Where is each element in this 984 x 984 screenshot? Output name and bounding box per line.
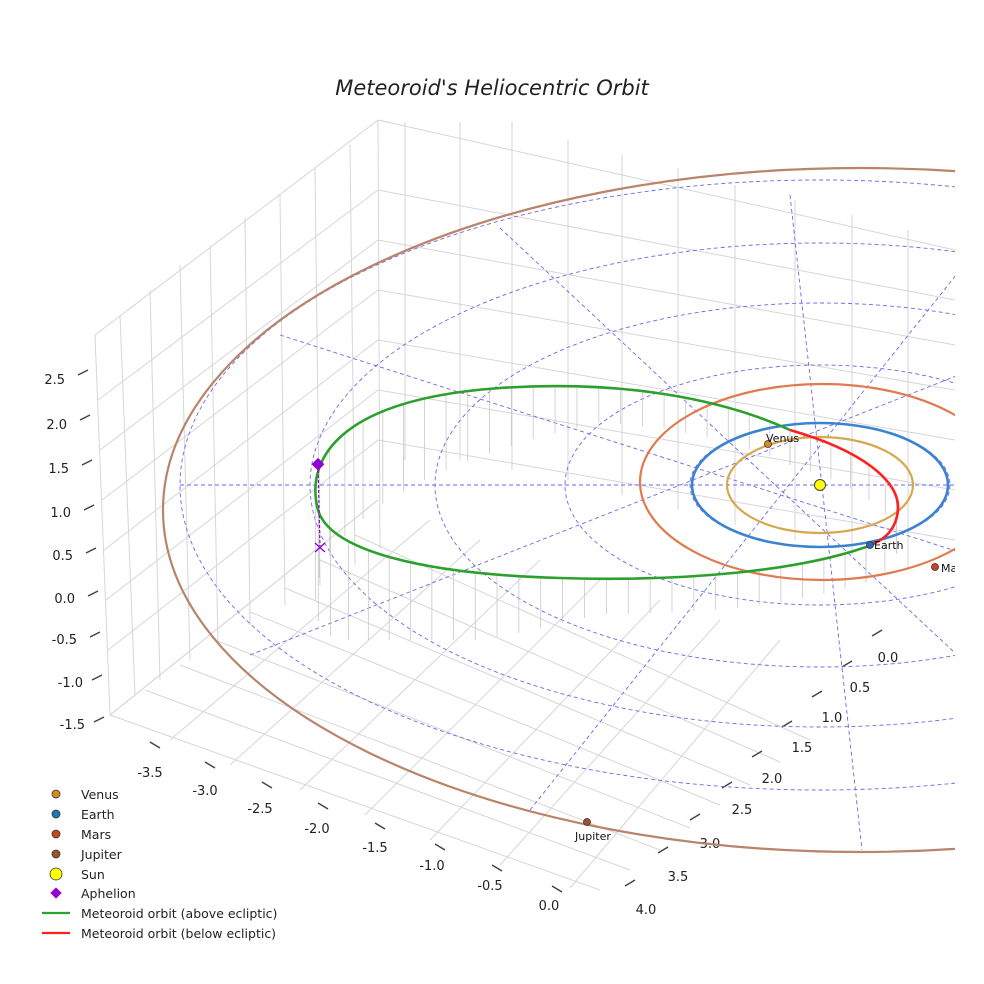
z-tick-label: 0.0	[54, 592, 75, 607]
legend-venus-marker	[51, 789, 61, 799]
jupiter-label: Jupiter	[574, 830, 611, 843]
legend-mars-marker	[51, 829, 61, 839]
aphelion-drop-line	[317, 464, 321, 547]
y-tick-label: 4.0	[636, 903, 657, 918]
z-tick-label: 2.5	[44, 373, 65, 388]
y-tick-label: 0.0	[878, 651, 899, 666]
ecliptic-grid	[179, 179, 955, 851]
z-tick-label: 1.0	[50, 506, 71, 521]
z-axis: 2.5 2.0 1.5 1.0 0.5 0.0 -0.5 -1.0 -1.5	[44, 369, 105, 733]
legend-jupiter-label: Jupiter	[80, 847, 123, 862]
aphelion-projection-cross	[314, 542, 326, 553]
chart-title: Meteoroid's Heliocentric Orbit	[335, 76, 649, 100]
y-axis: 0.0 0.5 1.0 1.5 2.0 2.5 3.0 3.5 4.0	[624, 629, 899, 918]
legend-aphelion-label: Aphelion	[81, 886, 136, 901]
drop-lines	[314, 386, 897, 640]
z-tick-label: -1.5	[60, 718, 85, 733]
z-tick-label: -0.5	[52, 633, 77, 648]
legend-sun-marker	[49, 867, 63, 881]
y-tick-label: 2.5	[732, 803, 753, 818]
meteoroid-orbit-below	[789, 428, 900, 549]
legend-venus-label: Venus	[81, 787, 119, 802]
x-tick-label: -0.5	[477, 879, 502, 894]
aphelion-marker	[311, 457, 325, 471]
legend-sun-label: Sun	[81, 867, 105, 882]
legend-orbit-above-label: Meteoroid orbit (above ecliptic)	[81, 906, 277, 921]
meteoroid-orbit-above	[314, 384, 867, 581]
mars-label: Mars	[941, 562, 968, 575]
x-tick-label: -3.0	[192, 784, 217, 799]
y-tick-label: 2.0	[762, 772, 783, 787]
jupiter-marker	[583, 818, 591, 826]
legend-orbit-below-label: Meteoroid orbit (below ecliptic)	[81, 926, 276, 941]
legend-jupiter-marker	[51, 849, 61, 859]
z-tick-label: 1.5	[48, 462, 69, 477]
legend-mars-label: Mars	[81, 827, 111, 842]
earth-label: Earth	[874, 539, 904, 552]
x-tick-label: 0.0	[539, 899, 560, 914]
x-tick-label: -2.0	[304, 822, 329, 837]
earth-marker	[866, 541, 874, 549]
mars-marker	[931, 563, 939, 571]
y-tick-label: 1.5	[792, 741, 813, 756]
y-tick-label: 0.5	[850, 681, 871, 696]
sun-marker	[814, 479, 826, 491]
legend-aphelion-marker	[50, 887, 62, 899]
z-tick-label: 0.5	[52, 549, 73, 564]
venus-label: Venus	[766, 432, 799, 445]
z-tick-label: 2.0	[46, 418, 67, 433]
x-tick-label: -1.5	[362, 841, 387, 856]
axes-grid	[94, 119, 956, 891]
ecliptic-ring	[564, 364, 955, 606]
y-tick-label: 1.0	[822, 711, 843, 726]
jupiter-orbit	[162, 167, 955, 853]
legend: Venus Earth Mars Jupiter Sun Aphelion Me…	[42, 787, 277, 941]
ecliptic-ring	[179, 179, 955, 791]
venus-marker	[764, 440, 772, 448]
venus-orbit	[725, 435, 915, 535]
legend-earth-marker	[51, 809, 61, 819]
earth-orbit	[690, 421, 950, 549]
x-axis: -3.5 -3.0 -2.5 -2.0 -1.5 -1.0 -0.5 0.0	[137, 741, 563, 914]
x-tick-label: -1.0	[419, 859, 444, 874]
legend-earth-label: Earth	[81, 807, 115, 822]
mars-orbit	[638, 382, 955, 582]
x-tick-label: -3.5	[137, 766, 162, 781]
z-tick-label: -1.0	[58, 676, 83, 691]
x-tick-label: -2.5	[247, 802, 272, 817]
y-tick-label: 3.5	[668, 870, 689, 885]
